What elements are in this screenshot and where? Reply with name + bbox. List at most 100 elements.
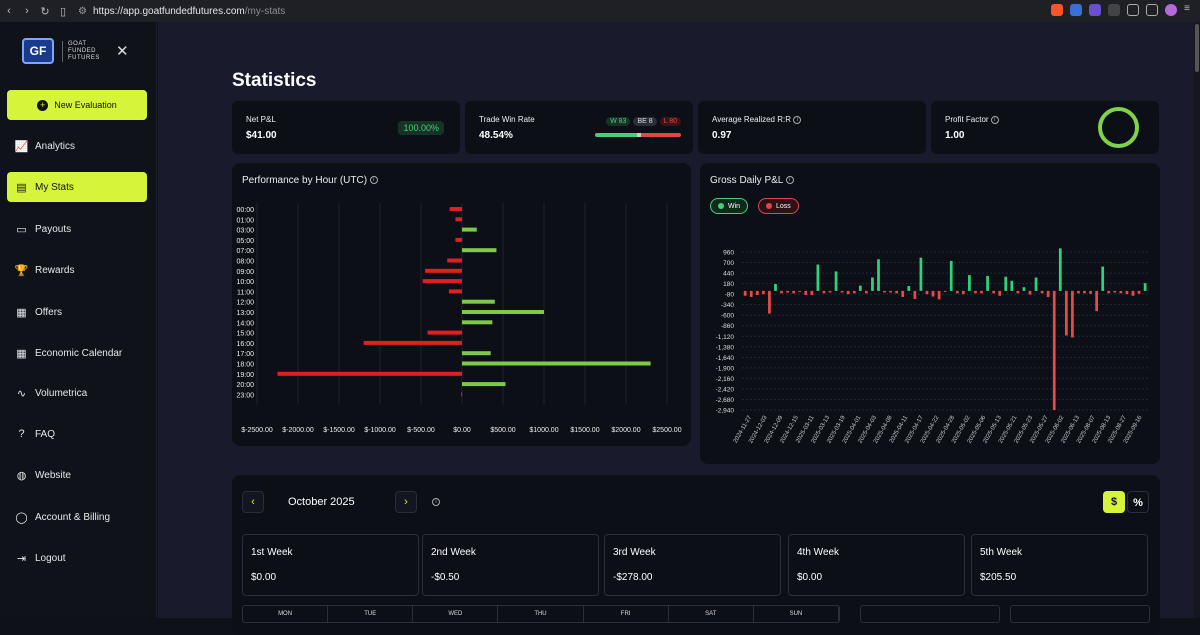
daily-bar[interactable] [871, 277, 874, 291]
daily-bar[interactable] [992, 290, 995, 294]
hour-bar[interactable] [427, 330, 462, 335]
week-card[interactable]: 4th Week $0.00 [788, 534, 965, 596]
hour-bar[interactable] [447, 258, 462, 263]
daily-bar[interactable] [968, 275, 971, 291]
daily-bar[interactable] [1064, 290, 1068, 336]
scrollbar[interactable] [1194, 22, 1200, 618]
sidebar-item-volumetrica[interactable]: ∿ Volumetrica [7, 378, 147, 408]
prev-month-button[interactable]: ‹ [242, 491, 264, 513]
daily-bar[interactable] [1083, 290, 1086, 294]
daily-bar[interactable] [755, 290, 759, 295]
daily-bar[interactable] [768, 290, 771, 314]
hour-bar[interactable] [462, 299, 495, 304]
hour-bar[interactable] [462, 248, 497, 253]
sidebar-item-faq[interactable]: ? FAQ [7, 419, 147, 449]
logo[interactable]: GF GOAT FUNDED FUTURES [22, 38, 100, 64]
legend-win[interactable]: Win [710, 198, 749, 214]
address-bar[interactable]: ⚙ https://app.goatfundedfutures.com/my-s… [78, 6, 285, 17]
week-card[interactable]: 2nd Week -$0.50 [422, 534, 599, 596]
daily-bar[interactable] [955, 290, 959, 294]
daily-bar[interactable] [889, 290, 892, 293]
week-card[interactable]: 1st Week $0.00 [242, 534, 419, 596]
hour-bar[interactable] [462, 351, 491, 356]
daily-bar[interactable] [1077, 290, 1080, 294]
daily-bar[interactable] [1034, 277, 1038, 291]
daily-bar[interactable] [792, 290, 796, 294]
daily-bar[interactable] [743, 290, 747, 296]
daily-bar[interactable] [810, 290, 814, 295]
sidebar-item-account-billing[interactable]: ◯ Account & Billing [7, 502, 147, 532]
daily-bar[interactable] [1125, 290, 1129, 295]
reload-icon[interactable]: ↻ [40, 5, 50, 18]
daily-bar[interactable] [822, 290, 826, 294]
legend-loss[interactable]: Loss [758, 198, 799, 214]
extension-icon[interactable] [1070, 4, 1082, 16]
bookmark-icon[interactable]: ▯ [59, 5, 67, 18]
daily-bar[interactable] [865, 290, 868, 294]
daily-bar[interactable] [798, 290, 802, 292]
week-card[interactable]: 3rd Week -$278.00 [604, 534, 781, 596]
daily-bar[interactable] [901, 290, 905, 297]
puzzle-icon[interactable] [1127, 4, 1139, 16]
new-evaluation-button[interactable]: + New Evaluation [7, 90, 147, 120]
daily-bar[interactable] [1119, 290, 1123, 294]
next-month-button[interactable]: › [395, 491, 417, 513]
sidebar-item-my-stats[interactable]: ▤ My Stats [7, 172, 147, 202]
week-card[interactable]: 5th Week $205.50 [971, 534, 1148, 596]
daily-bar[interactable] [749, 290, 753, 297]
hour-bar[interactable] [422, 279, 462, 284]
daily-bar[interactable] [846, 290, 850, 295]
sidebar-item-rewards[interactable]: 🏆 Rewards [7, 255, 147, 285]
daily-bar[interactable] [877, 259, 880, 291]
daily-bar[interactable] [840, 290, 844, 293]
hour-bar[interactable] [449, 207, 462, 211]
daily-bar[interactable] [858, 285, 862, 291]
daily-bar[interactable] [1101, 266, 1105, 291]
sidebar-item-payouts[interactable]: ▭ Payouts [7, 214, 147, 244]
daily-bar[interactable] [1046, 290, 1050, 297]
info-icon[interactable]: i [432, 498, 440, 506]
extension-icon[interactable] [1089, 4, 1101, 16]
daily-bar[interactable] [1107, 290, 1111, 294]
daily-bar[interactable] [998, 290, 1002, 296]
brave-icon[interactable] [1051, 4, 1063, 16]
hour-bar[interactable] [277, 371, 463, 376]
hour-bar[interactable] [363, 340, 462, 345]
hour-bar[interactable] [448, 289, 462, 294]
hour-bar[interactable] [462, 320, 493, 325]
hour-bar[interactable] [425, 268, 462, 273]
daily-bar[interactable] [834, 271, 838, 291]
dollar-toggle[interactable]: $ [1103, 491, 1125, 513]
info-icon[interactable]: i [369, 176, 378, 185]
daily-bar[interactable] [1058, 248, 1062, 291]
back-icon[interactable]: ‹ [7, 5, 11, 17]
hour-bar[interactable] [462, 382, 506, 387]
daily-bar[interactable] [1089, 290, 1092, 294]
daily-bar[interactable] [949, 260, 953, 291]
downloads-icon[interactable] [1146, 4, 1158, 16]
hour-bar[interactable] [455, 217, 462, 222]
close-icon[interactable]: ✕ [116, 43, 129, 60]
daily-bar[interactable] [986, 275, 989, 291]
info-icon[interactable]: i [793, 115, 802, 124]
sidebar-item-logout[interactable]: ⇥ Logout [7, 543, 147, 573]
sidebar-item-website[interactable]: ◍ Website [7, 460, 147, 490]
percent-toggle[interactable]: % [1127, 491, 1149, 513]
daily-bar[interactable] [1137, 290, 1141, 294]
sidebar-item-economic-calendar[interactable]: ▦ Economic Calendar [7, 338, 147, 368]
daily-bar[interactable] [1040, 290, 1044, 294]
daily-bar[interactable] [1095, 290, 1099, 312]
daily-bar[interactable] [974, 290, 977, 294]
daily-bar[interactable] [1004, 276, 1008, 291]
daily-bar[interactable] [1143, 283, 1147, 291]
daily-bar[interactable] [943, 290, 947, 292]
daily-bar[interactable] [1071, 290, 1074, 338]
forward-icon[interactable]: › [25, 5, 29, 17]
daily-bar[interactable] [780, 290, 783, 294]
daily-bar[interactable] [913, 290, 917, 299]
sidebar-item-offers[interactable]: ▦ Offers [7, 297, 147, 327]
daily-bar[interactable] [1028, 290, 1032, 295]
daily-bar[interactable] [761, 290, 765, 295]
daily-bar[interactable] [804, 290, 808, 295]
daily-bar[interactable] [907, 286, 911, 291]
